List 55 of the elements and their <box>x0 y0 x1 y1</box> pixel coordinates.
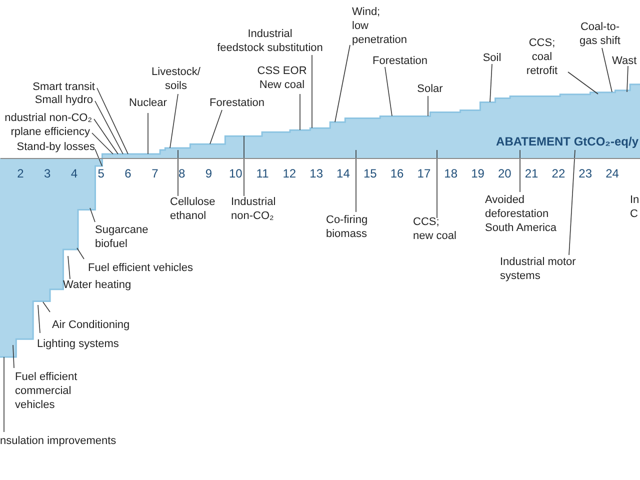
x-tick-label: 20 <box>498 166 512 180</box>
annotation: CSS EOR New coal <box>257 65 307 91</box>
annotation: Forestation <box>209 97 265 109</box>
x-tick-label: 9 <box>205 166 212 180</box>
x-tick-label: 14 <box>336 166 350 180</box>
annotation: Solar <box>417 83 444 95</box>
x-tick-label: 6 <box>124 166 132 180</box>
text: Fuel efficient commercial vehicles <box>15 371 78 411</box>
x-tick-label: 10 <box>228 166 243 180</box>
text: Coal-to- gas shift <box>580 21 620 47</box>
annotation: Smart transit <box>32 81 95 93</box>
text: Forestation <box>372 55 428 67</box>
annotation: rplane efficiency <box>10 126 90 138</box>
x-tick-label: 22 <box>552 166 566 180</box>
annotation: Industrial non-CO₂ <box>231 196 276 222</box>
x-tick-label: 18 <box>444 166 458 180</box>
x-tick-label: 19 <box>471 166 485 180</box>
annotation: Cellulose ethanol <box>170 196 216 222</box>
annotation: Industrial motor systems <box>500 256 576 282</box>
x-tick-label: 17 <box>417 166 431 180</box>
text: Soil <box>482 52 502 64</box>
text: Wind; low penetration <box>352 6 408 46</box>
annotation: Air Conditioning <box>52 319 130 331</box>
annotation: Sugarcane biofuel <box>95 224 148 250</box>
x-tick-label: 5 <box>98 166 105 180</box>
text: CCS; coal retrofit <box>526 37 558 77</box>
x-tick-label: 3 <box>44 166 51 180</box>
x-tick-label: 7 <box>152 166 159 180</box>
annotation: ndustrial non-CO₂ <box>4 112 92 124</box>
annotation: Stand-by losses <box>16 141 96 153</box>
x-tick-label: 2 <box>17 166 24 180</box>
annotation: Nuclear <box>129 97 168 109</box>
x-tick-label: 11 <box>256 166 270 180</box>
annotation: Small hydro <box>34 94 93 106</box>
x-tick-label: 21 <box>524 166 539 180</box>
annotation: Water heating <box>63 279 132 291</box>
annotation: In C <box>630 194 640 220</box>
x-tick-label: 8 <box>178 166 186 180</box>
x-tick-label: 24 <box>606 166 620 180</box>
x-axis-title: ABATEMENT GtCO₂-eq/y <box>496 134 639 148</box>
text: Industrial feedstock substitution <box>217 28 323 54</box>
x-tick-label: 13 <box>310 166 324 180</box>
annotation: Lighting systems <box>37 338 120 350</box>
x-tick-label: 4 <box>70 166 78 180</box>
annotation: Livestock/ soils <box>152 66 202 92</box>
text: nsulation improvements <box>0 435 117 447</box>
x-tick-label: 12 <box>282 166 296 180</box>
annotation: Avoided deforestation South America <box>485 194 558 234</box>
annotation: CCS; new coal <box>413 216 456 242</box>
x-tick-label: 16 <box>390 166 404 180</box>
annotation: Fuel efficient vehicles <box>88 262 194 274</box>
annotation: Co-firing biomass <box>326 214 368 240</box>
x-tick-label: 23 <box>578 166 592 180</box>
x-tick-label: 15 <box>363 166 378 180</box>
text: Wast <box>612 55 637 67</box>
